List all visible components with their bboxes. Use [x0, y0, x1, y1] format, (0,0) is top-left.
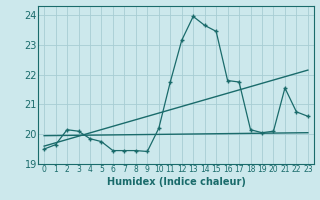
X-axis label: Humidex (Indice chaleur): Humidex (Indice chaleur) — [107, 177, 245, 187]
